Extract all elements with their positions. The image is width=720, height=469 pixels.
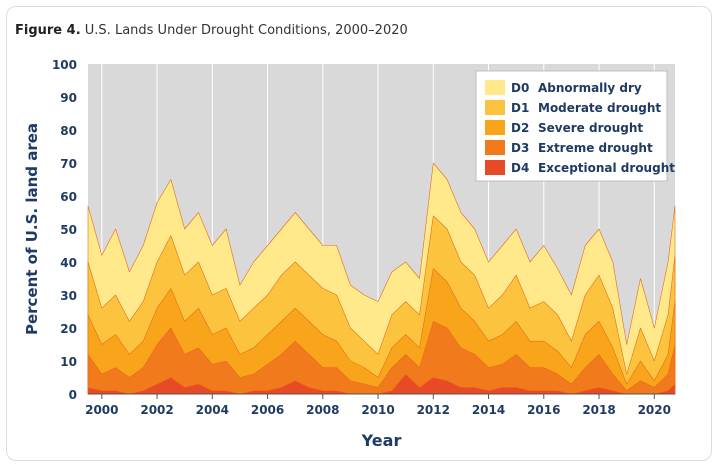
legend-label-d3: Extreme drought	[538, 141, 653, 155]
x-tick-label-2020: 2020	[638, 403, 671, 417]
legend-label-d0: Abnormally dry	[538, 81, 642, 95]
axes-group: 0 10 20 30 40 50 60 70 80 90 100 2000 2002 2004 2006 20…	[52, 58, 675, 417]
y-tick-label-60: 60	[60, 190, 77, 204]
y-tick-label-100: 100	[52, 58, 77, 72]
y-tick-label-40: 40	[60, 256, 77, 270]
area-series-group	[87, 162, 676, 395]
x-tick-label-2012: 2012	[417, 403, 450, 417]
x-tick-label-2002: 2002	[140, 403, 173, 417]
y-tick-label-30: 30	[60, 289, 77, 303]
x-tick-label-2018: 2018	[582, 403, 615, 417]
x-tick-label-2008: 2008	[306, 403, 339, 417]
figure-title: Figure 4. U.S. Lands Under Drought Condi…	[15, 23, 408, 38]
y-tick-label-20: 20	[60, 322, 77, 336]
area-d4	[87, 373, 676, 395]
legend-code-d0: D0	[511, 81, 529, 95]
y-tick-label-50: 50	[60, 223, 77, 237]
legend-box	[475, 70, 668, 182]
legend-swatch-d3	[485, 140, 505, 155]
x-tick-label-2016: 2016	[527, 403, 560, 417]
legend-code-d2: D2	[511, 121, 529, 135]
y-tick-label-90: 90	[60, 91, 77, 105]
legend-swatch-d0	[485, 80, 505, 95]
legend-label-d4: Exceptional drought	[538, 161, 675, 175]
figure-title-text: U.S. Lands Under Drought Conditions, 200…	[84, 23, 408, 38]
legend-code-d3: D3	[511, 141, 529, 155]
legend-label-d1: Moderate drought	[538, 101, 661, 115]
area-d2	[87, 268, 676, 395]
x-tick-label-2006: 2006	[251, 403, 284, 417]
y-tick-label-70: 70	[60, 157, 77, 171]
legend-swatch-d1	[485, 100, 505, 115]
x-tick-label-2000: 2000	[85, 403, 118, 417]
x-tick-label-2014: 2014	[472, 403, 505, 417]
y-axis-label: Percent of U.S. land area	[23, 123, 41, 335]
x-axis-label: Year	[361, 431, 402, 450]
legend: D0 Abnormally dry D1 Moderate drought D2 Seve…	[475, 70, 675, 182]
y-tick-label-0: 0	[69, 388, 77, 402]
area-d3	[87, 321, 676, 395]
legend-code-d1: D1	[511, 101, 529, 115]
x-tick-label-2004: 2004	[196, 403, 229, 417]
legend-swatch-d4	[485, 160, 505, 175]
y-tick-label-10: 10	[60, 355, 77, 369]
x-tick-label-2010: 2010	[361, 403, 394, 417]
y-tick-label-80: 80	[60, 124, 77, 138]
figure-label: Figure 4.	[15, 23, 81, 38]
legend-code-d4: D4	[511, 161, 529, 175]
legend-label-d2: Severe drought	[538, 121, 643, 135]
legend-swatch-d2	[485, 120, 505, 135]
